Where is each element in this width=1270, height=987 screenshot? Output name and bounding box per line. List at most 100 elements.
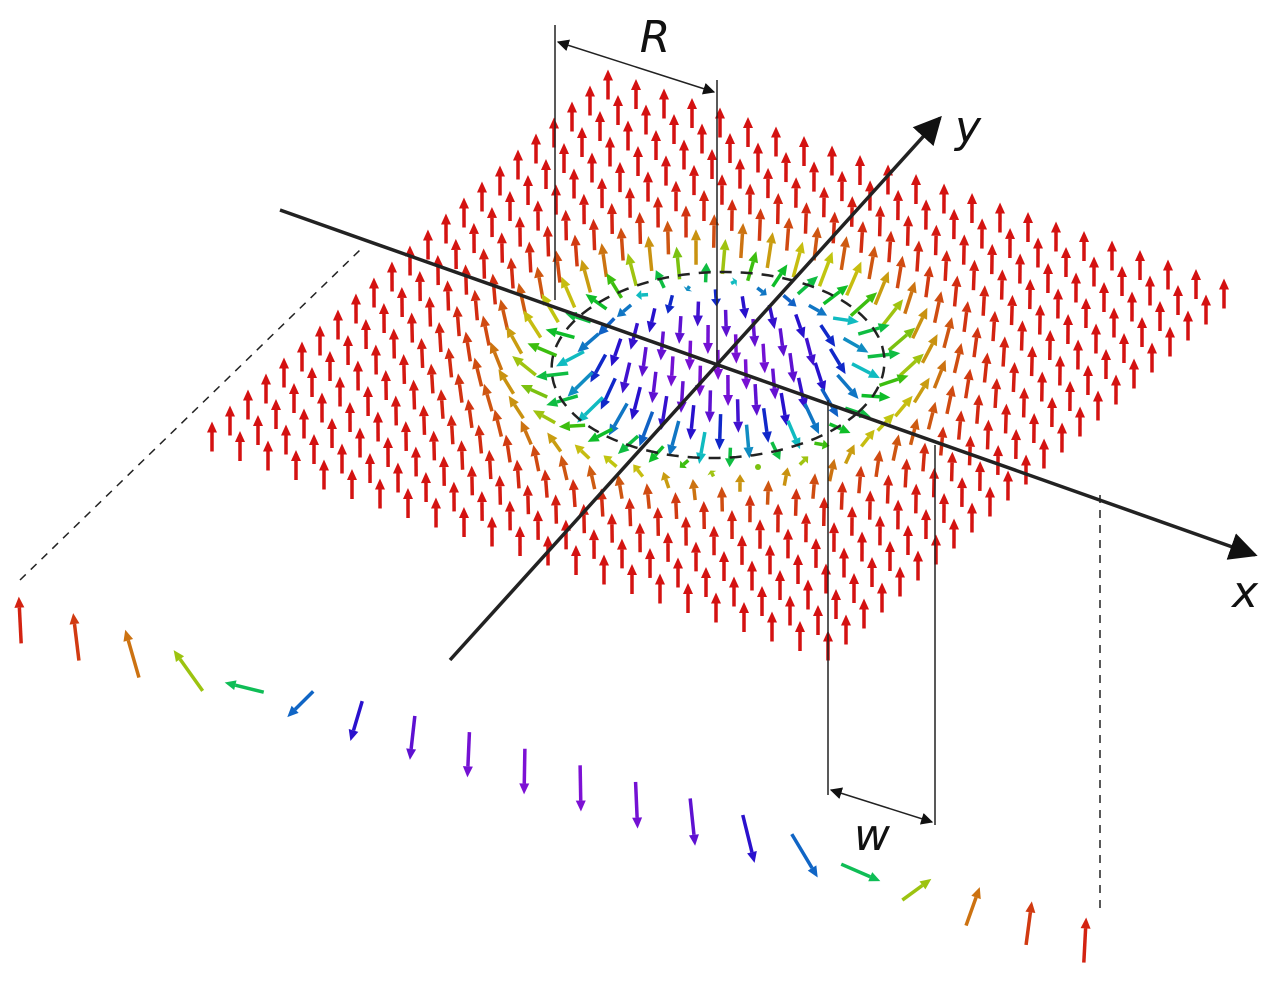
spin-head (961, 301, 972, 313)
spin-head (1183, 310, 1194, 322)
spin-head (489, 341, 500, 355)
spin-head (474, 424, 485, 437)
spin-head (408, 379, 419, 391)
spin-head (1025, 278, 1036, 291)
spin-head (492, 409, 503, 422)
spin-head (799, 135, 810, 147)
spin-shaft (895, 266, 903, 289)
spin-head (508, 395, 519, 408)
spin-head (975, 461, 986, 473)
spin-head (624, 187, 635, 199)
spin-head (1145, 275, 1156, 287)
spin-head (446, 414, 457, 427)
spin-head (568, 478, 579, 491)
spin-head (773, 503, 784, 515)
spin-head (458, 197, 469, 209)
spin-shaft (993, 388, 998, 409)
spin-head (690, 229, 701, 241)
spin-shaft (804, 337, 813, 356)
spin-shaft (647, 246, 654, 272)
spin-head (662, 532, 673, 544)
spin-head (656, 349, 667, 361)
spin-shaft (720, 249, 727, 275)
spin-head (811, 226, 822, 239)
spin-shaft (971, 270, 976, 291)
spin-head (575, 800, 586, 812)
spin-head (234, 431, 245, 443)
spin-head (558, 142, 569, 154)
spin-head (867, 368, 880, 379)
spin-head (840, 236, 850, 248)
spin-head (749, 335, 760, 348)
spin-head (875, 515, 886, 527)
spin-head (731, 352, 742, 364)
spin-head (424, 296, 435, 308)
spin-head (428, 430, 439, 442)
spin-head (923, 265, 934, 278)
spin-head (919, 442, 930, 454)
spin-head (791, 177, 802, 189)
spin-head (598, 243, 609, 255)
spin-shaft (782, 294, 792, 303)
spin-shaft (952, 286, 959, 307)
spin-head (598, 554, 609, 566)
spin-head (470, 289, 481, 302)
spin-shaft (956, 421, 963, 440)
spin-head (616, 307, 627, 318)
spin-head (743, 116, 754, 128)
spin-head (852, 261, 862, 274)
spin-head (755, 519, 766, 531)
spin-head (795, 241, 805, 254)
spin-head (759, 287, 767, 296)
spin-head (855, 465, 866, 478)
spin-head (448, 481, 459, 493)
spin-head (839, 547, 850, 559)
spin-head (648, 391, 659, 404)
spin-head (765, 544, 776, 556)
spin-head (522, 174, 533, 186)
spin-head (660, 155, 671, 167)
spin-head (612, 94, 623, 106)
spin-head (588, 218, 599, 230)
spin-head (864, 429, 875, 441)
spin-head (502, 434, 513, 447)
spin-head (1061, 246, 1072, 258)
spin-shaft (903, 291, 914, 315)
spin-head (242, 389, 253, 401)
spin-head (783, 217, 794, 229)
spin-head (728, 576, 739, 588)
spin-head (1201, 294, 1212, 306)
spin-shaft (926, 411, 935, 430)
spin-shaft (828, 422, 842, 431)
spin-head (1007, 294, 1018, 307)
spin-shaft (491, 284, 498, 305)
spin-head (454, 373, 465, 385)
spin-shaft (807, 303, 820, 313)
spin-head (388, 328, 399, 340)
spin-head (955, 410, 966, 422)
spin-head (666, 375, 677, 387)
spin-shaft (765, 242, 773, 269)
spin-shaft (822, 290, 841, 306)
spin-shaft (893, 403, 907, 418)
spin-head (766, 232, 777, 244)
spin-shaft (686, 285, 691, 290)
spin-head (847, 506, 858, 518)
spin-head (566, 101, 577, 113)
spin-head (879, 391, 891, 402)
spin-shaft (920, 343, 934, 364)
spin-head (901, 458, 912, 470)
spin-head (921, 509, 932, 521)
spin-shaft (692, 488, 697, 501)
spin-head (741, 378, 752, 390)
spin-head (646, 320, 657, 333)
spin-head (868, 872, 881, 882)
spin-head (811, 538, 822, 550)
spin-head (629, 408, 640, 420)
spin-head (903, 525, 914, 537)
spin-head (857, 531, 868, 543)
spin-head (710, 592, 721, 604)
x-axis (279, 208, 1258, 560)
spin-shaft (794, 313, 803, 329)
